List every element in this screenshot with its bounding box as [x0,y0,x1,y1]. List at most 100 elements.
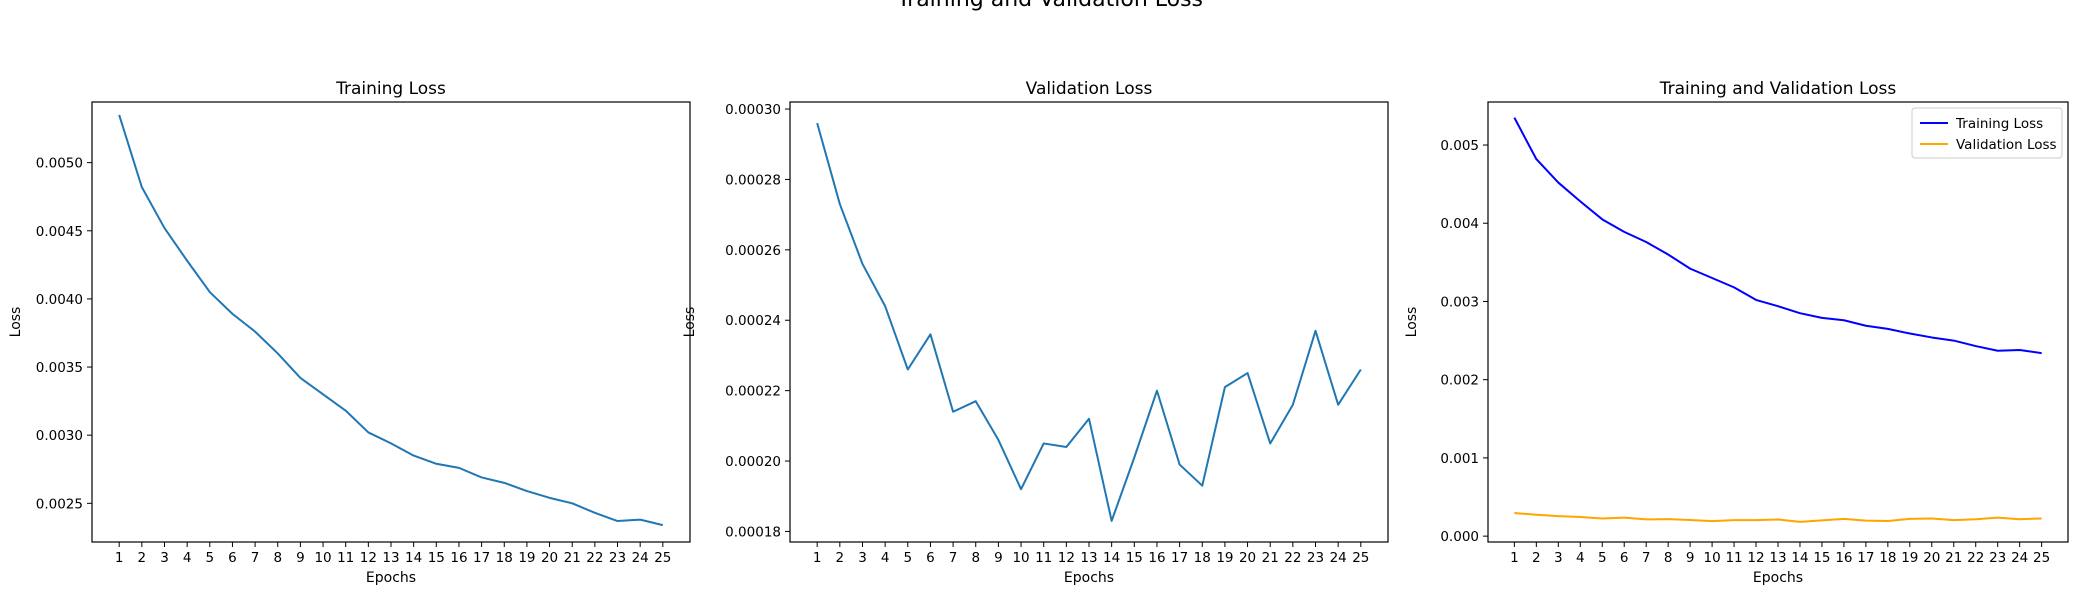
x-tick-label: 25 [654,550,671,566]
x-tick-label: 5 [1598,550,1607,566]
x-tick-label: 19 [518,550,535,566]
subplot-title: Validation Loss [1026,79,1153,99]
x-tick-label: 6 [228,550,237,566]
x-tick-label: 22 [1967,550,1984,566]
y-axis-label: Loss [1404,307,1420,338]
x-tick-label: 23 [609,550,626,566]
x-tick-label: 13 [382,550,399,566]
x-tick-label: 3 [858,550,867,566]
series-line-validation-loss [1514,511,2042,523]
x-tick-label: 2 [138,550,147,566]
x-tick-label: 20 [1923,550,1940,566]
y-tick-label: 0.0040 [36,292,83,308]
x-tick-label: 11 [337,550,354,566]
series-line-training-loss [118,114,664,527]
y-tick-label: 0.00022 [725,384,781,400]
y-axis-label: Loss [8,307,24,338]
x-tick-label: 22 [1284,550,1301,566]
y-tick-label: 0.0030 [36,428,83,444]
x-tick-label: 25 [2033,550,2050,566]
x-tick-label: 17 [1857,550,1874,566]
x-tick-label: 3 [1554,550,1563,566]
x-axis-label: Epochs [1753,570,1803,586]
y-tick-label: 0.0045 [36,224,83,240]
y-tick-label: 0.005 [1440,138,1479,154]
y-tick-label: 0.00028 [725,172,781,188]
x-tick-label: 4 [183,550,192,566]
x-tick-label: 13 [1769,550,1786,566]
x-tick-label: 1 [813,550,822,566]
x-tick-label: 15 [1126,550,1143,566]
x-tick-label: 15 [428,550,445,566]
figure-suptitle: Training and Validation Loss [896,0,1203,12]
y-tick-label: 0.001 [1440,451,1479,467]
y-tick-label: 0.00020 [725,454,781,470]
x-axis-label: Epochs [1064,570,1114,586]
x-tick-label: 17 [1171,550,1188,566]
x-tick-label: 2 [836,550,845,566]
x-tick-label: 5 [903,550,912,566]
x-tick-label: 21 [564,550,581,566]
y-tick-label: 0.00030 [725,102,781,118]
x-tick-label: 7 [949,550,958,566]
x-tick-label: 14 [1103,550,1120,566]
x-tick-label: 9 [296,550,305,566]
x-tick-label: 7 [1642,550,1651,566]
axes-frame [91,101,691,543]
series-line-training-loss [1513,117,2042,355]
y-tick-label: 0.00024 [725,313,781,329]
x-tick-label: 25 [1352,550,1369,566]
x-tick-label: 18 [1879,550,1896,566]
x-tick-label: 11 [1725,550,1742,566]
x-tick-label: 19 [1216,550,1233,566]
x-tick-label: 5 [205,550,214,566]
x-tick-label: 21 [1262,550,1279,566]
x-tick-label: 2 [1532,550,1541,566]
x-tick-label: 16 [450,550,467,566]
y-tick-label: 0.002 [1440,373,1479,389]
legend: Training Loss Validation Loss [1911,107,2063,159]
x-tick-label: 23 [1307,550,1324,566]
x-tick-label: 24 [2011,550,2028,566]
x-tick-label: 11 [1035,550,1052,566]
x-tick-label: 22 [586,550,603,566]
y-tick-label: 0.0025 [36,496,83,512]
y-axis-label: Loss [682,307,698,338]
x-tick-label: 6 [926,550,935,566]
x-tick-label: 18 [1194,550,1211,566]
x-tick-label: 3 [160,550,169,566]
axes-frame [789,101,1389,543]
x-tick-label: 10 [314,550,331,566]
series-line-validation-loss [816,122,1362,522]
x-tick-label: 20 [541,550,558,566]
x-tick-label: 18 [496,550,513,566]
y-tick-label: 0.000 [1440,529,1479,545]
x-tick-label: 1 [115,550,124,566]
x-tick-label: 12 [1058,550,1075,566]
axes-frame [1487,101,2069,543]
x-tick-label: 15 [1813,550,1830,566]
legend-label: Training Loss [1955,116,2043,132]
subplot-title: Training Loss [335,79,446,99]
y-tick-label: 0.004 [1440,216,1479,232]
x-tick-label: 9 [1686,550,1695,566]
y-tick-label: 0.0050 [36,156,83,172]
x-tick-label: 4 [1576,550,1585,566]
x-tick-label: 10 [1703,550,1720,566]
x-axis-label: Epochs [366,570,416,586]
x-tick-label: 9 [994,550,1003,566]
x-tick-label: 6 [1620,550,1629,566]
x-tick-label: 20 [1239,550,1256,566]
x-tick-label: 14 [1791,550,1808,566]
y-tick-label: 0.003 [1440,294,1479,310]
x-tick-label: 8 [273,550,282,566]
legend-label: Validation Loss [1956,137,2057,153]
x-tick-label: 24 [632,550,649,566]
x-tick-label: 7 [251,550,260,566]
